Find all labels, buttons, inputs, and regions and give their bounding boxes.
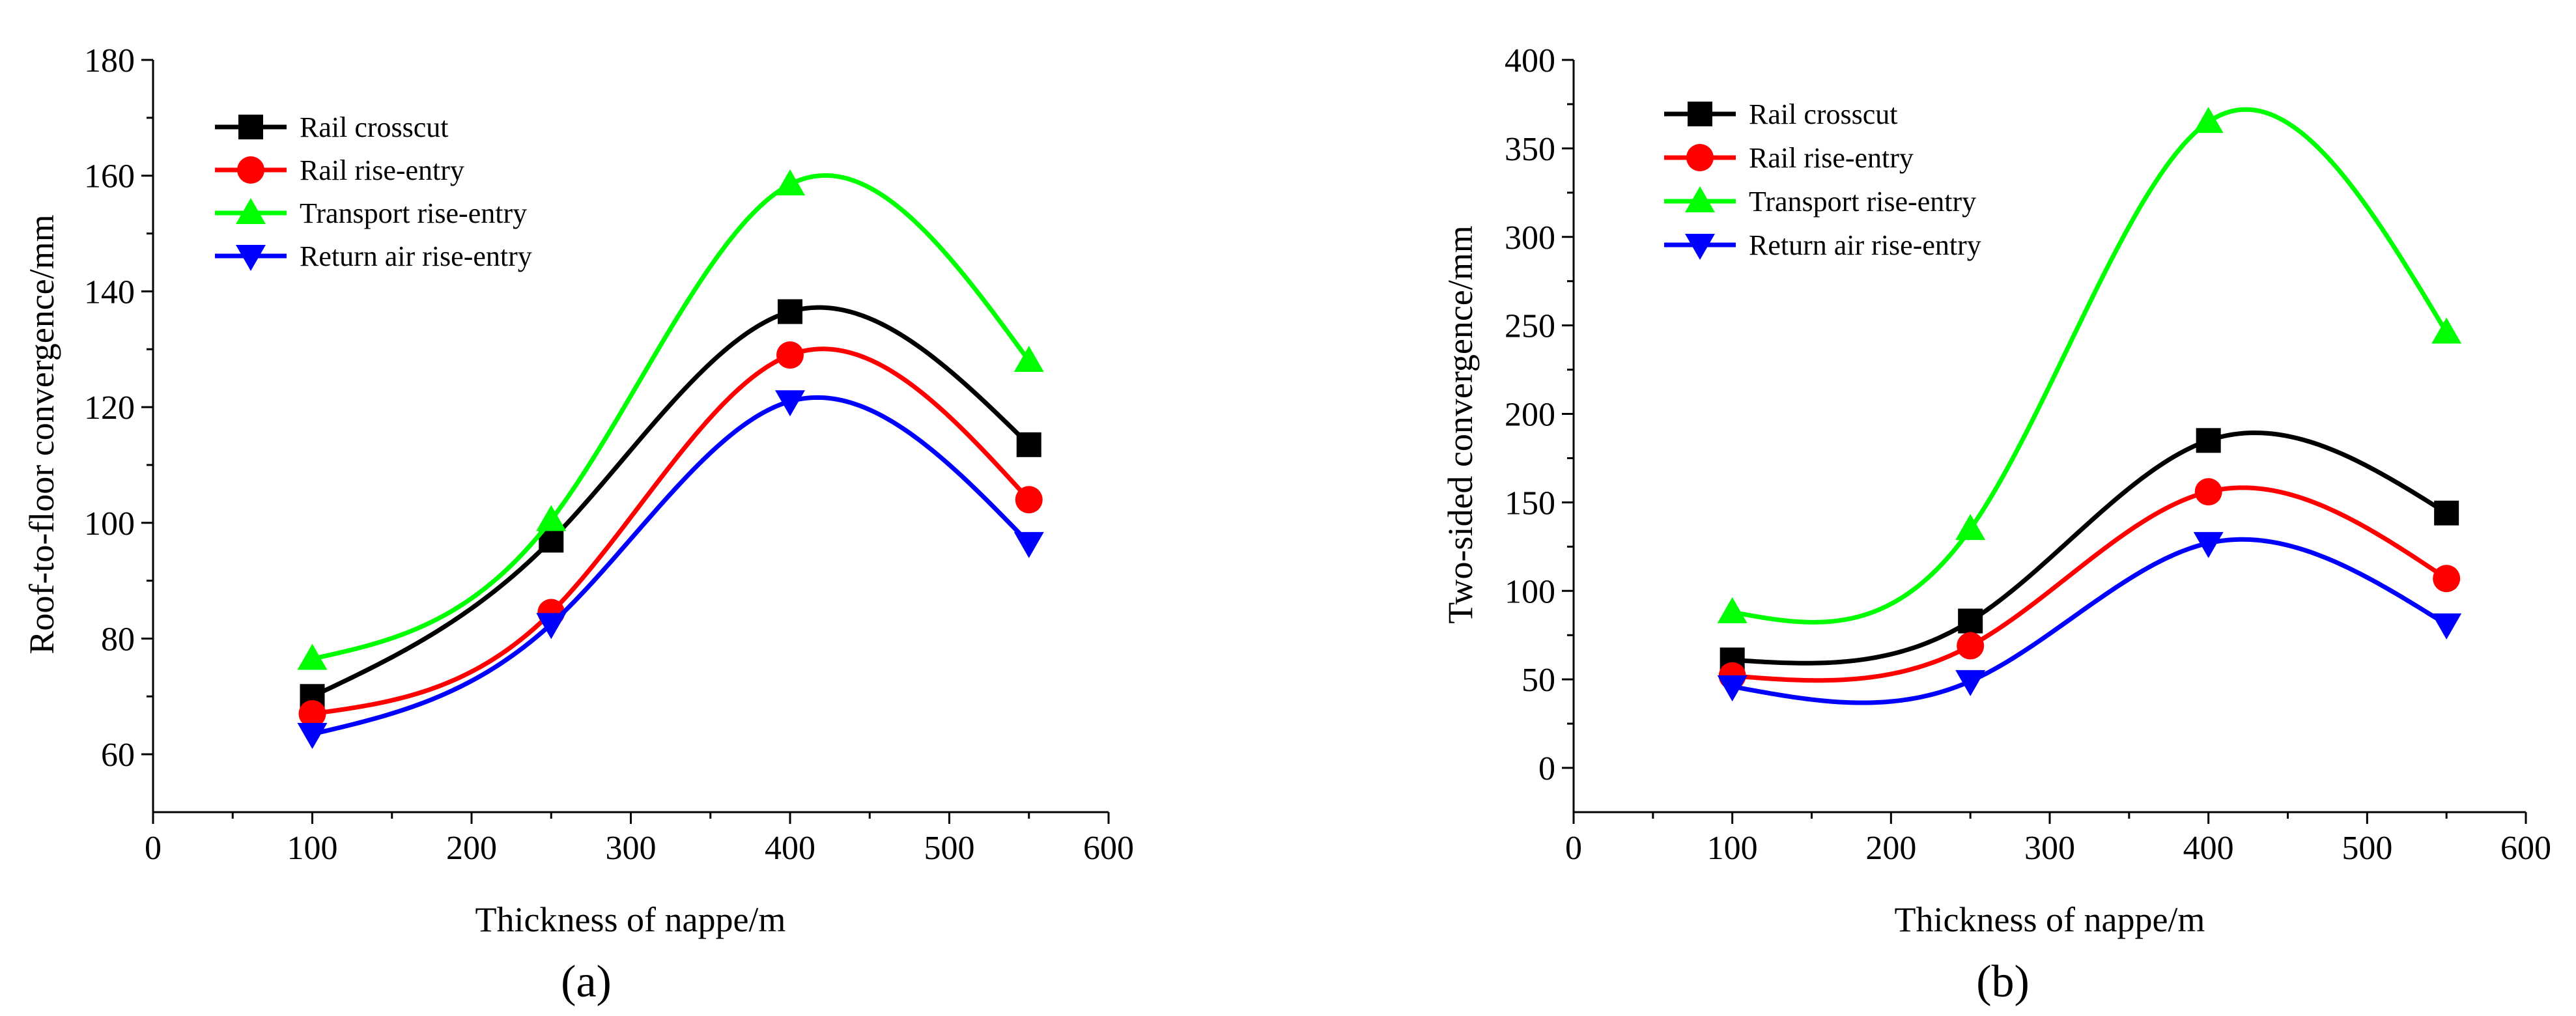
panel-a-series-1-point: [1015, 486, 1043, 514]
panel-b-series-0-point: [2196, 428, 2221, 453]
panel-a-y-tick-label: 180: [84, 42, 135, 79]
panel-b-legend-marker-3: [1685, 234, 1715, 260]
panel-a-series-3-point: [775, 390, 805, 417]
panel-a-legend-label-2: Transport rise-entry: [300, 197, 527, 229]
panel-a-y-tick-label: 60: [101, 737, 135, 774]
panel-b-y-tick-label: 250: [1505, 308, 1555, 345]
panel-a-series-2-point: [1013, 346, 1044, 372]
panel-a-x-tick-label: 200: [446, 830, 497, 867]
panel-b-series-line-0: [1732, 430, 2448, 666]
panel-b-x-tick-label: 600: [2500, 830, 2551, 867]
panel-b-x-tick-label: 100: [1707, 830, 1758, 867]
panel-a-legend-marker-0: [238, 115, 263, 139]
panel-a-series-line-1: [312, 346, 1031, 716]
panel-b-legend-marker-1: [1686, 144, 1714, 171]
panel-b-series-3-point: [1955, 670, 1986, 696]
panel-a-series-2-point: [536, 505, 567, 531]
panel-a-series-3-point: [297, 723, 328, 750]
chart-panel-a: Thickness of nappe/m Roof-to-floor conve…: [22, 42, 1134, 1007]
panel-b-y-tick-label: 300: [1505, 219, 1555, 257]
panel-a-legend-marker-2: [236, 198, 266, 224]
panel-a-series-line-2: [311, 173, 1031, 661]
panel-b-legend-label-2: Transport rise-entry: [1749, 186, 1976, 218]
panel-b-series-3-point: [2193, 531, 2224, 558]
panel-b-x-tick-label: 200: [1865, 830, 1916, 867]
panel-a-series-line-3: [311, 395, 1031, 737]
panel-b-legend-label-0: Rail crosscut: [1749, 98, 1898, 130]
panel-a-series-1-point: [298, 699, 326, 727]
panel-b-series-2-point: [1955, 514, 1986, 541]
panel-b-legend-label-3: Return air rise-entry: [1749, 229, 1981, 261]
panel-a-y-axis-title: Roof-to-floor convergence/mm: [22, 214, 61, 654]
panel-b-series-2-point: [1717, 597, 1748, 623]
panel-b-series-3-point: [1717, 675, 1748, 702]
panel-a-y-tick-label: 80: [101, 621, 135, 658]
panel-b-y-tick-label: 0: [1538, 750, 1555, 787]
panel-b-y-tick-label: 200: [1505, 397, 1555, 434]
panel-b-y-tick-label: 350: [1505, 131, 1555, 168]
panel-b-series-1-point: [2433, 565, 2461, 593]
panel-b-x-tick-label: 300: [2024, 830, 2075, 867]
chart-panel-b: Thickness of nappe/m Two-sided convergen…: [1441, 42, 2551, 1007]
panel-b-y-tick-label: 150: [1505, 485, 1555, 522]
panel-b-y-tick-label: 50: [1522, 662, 1555, 699]
panel-b-label: (b): [1976, 957, 2030, 1007]
panel-a-y-tick-label: 140: [84, 274, 135, 311]
panel-b-x-tick-label: 0: [1565, 830, 1582, 867]
panel-a-legend-label-3: Return air rise-entry: [300, 240, 532, 272]
panel-b-y-tick-label: 100: [1505, 573, 1555, 610]
panel-a-x-tick-label: 100: [287, 830, 338, 867]
panel-b-series-line-2: [1732, 107, 2449, 625]
panel-b-y-axis-title: Two-sided convergence/mm: [1441, 225, 1480, 624]
panel-a-x-tick-label: 0: [145, 830, 162, 867]
panel-a-series-0-point: [1016, 432, 1041, 457]
panel-a-y-tick-label: 160: [84, 158, 135, 195]
panel-a-series-line-0: [311, 305, 1031, 699]
panel-b-x-tick-label: 500: [2342, 830, 2392, 867]
panel-b-legend-marker-2: [1685, 186, 1715, 212]
panel-b-series-0-point: [1958, 608, 1983, 634]
panel-a-x-tick-label: 300: [606, 830, 657, 867]
panel-b-series-2-point: [2431, 317, 2462, 344]
panel-a-series-0-point: [778, 299, 802, 324]
panel-a-y-tick-label: 100: [84, 505, 135, 543]
panel-b-series-0-point: [2434, 500, 2459, 526]
panel-a-label: (a): [561, 957, 612, 1007]
panel-b-series-1-point: [2194, 478, 2222, 506]
panel-a-series-3-point: [1013, 531, 1044, 558]
panel-a-x-tick-label: 500: [924, 830, 975, 867]
panel-a-series-2-point: [297, 643, 328, 670]
panel-a-legend-label-0: Rail crosscut: [300, 111, 449, 143]
panel-b-legend-label-1: Rail rise-entry: [1749, 142, 1914, 174]
panel-b-y-tick-label: 400: [1505, 42, 1555, 79]
panel-a-legend-marker-1: [237, 156, 264, 184]
panel-b-x-tick-label: 400: [2183, 830, 2234, 867]
panel-b-series-line-1: [1732, 485, 2448, 683]
panel-a-series-3-point: [536, 613, 567, 640]
panel-b-x-axis-title: Thickness of nappe/m: [1895, 900, 2205, 939]
panel-b-series-2-point: [2193, 107, 2224, 134]
panel-a-legend-label-1: Rail rise-entry: [300, 154, 464, 186]
panel-b-series-3-point: [2431, 613, 2462, 640]
panel-a-series-2-point: [775, 169, 805, 196]
panel-a-x-axis-title: Thickness of nappe/m: [475, 900, 786, 939]
panel-a-x-tick-label: 600: [1083, 830, 1134, 867]
panel-b-series-1-point: [1957, 632, 1985, 660]
panel-a-legend-marker-3: [236, 245, 266, 271]
panel-a-x-tick-label: 400: [765, 830, 815, 867]
panel-b-series-line-3: [1732, 537, 2448, 705]
panel-b-legend-marker-0: [1688, 102, 1712, 126]
panel-a-y-tick-label: 120: [84, 389, 135, 427]
panel-a-series-1-point: [776, 341, 804, 369]
